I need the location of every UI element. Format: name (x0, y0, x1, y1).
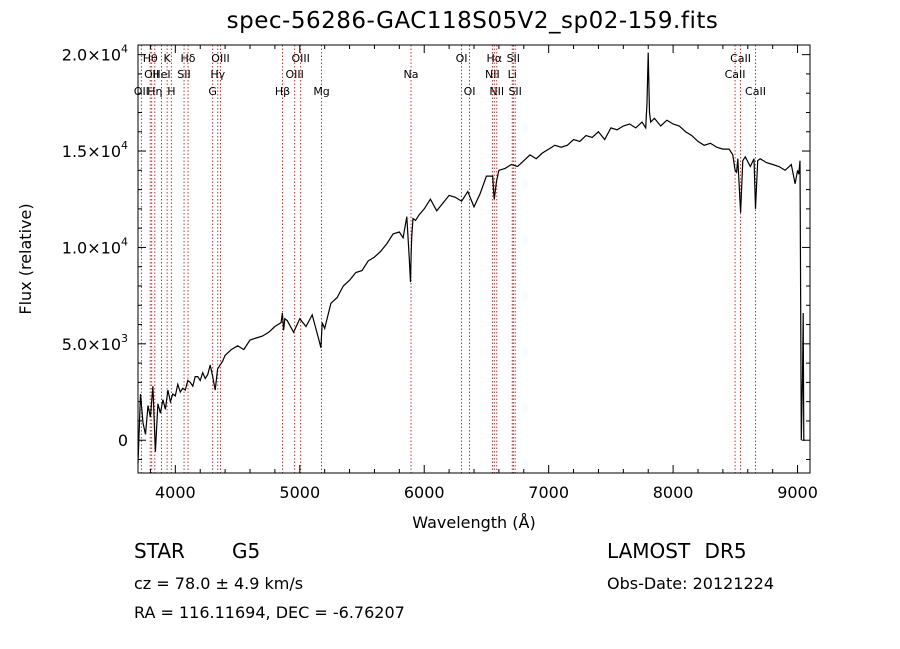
x-tick-label: 5000 (279, 483, 320, 502)
line-marker-label: SII (507, 52, 520, 65)
line-marker-label: Hη (147, 85, 162, 98)
line-marker-label: OI (464, 85, 476, 98)
line-marker-label: OIII (291, 52, 309, 65)
line-marker-labels: OIIHθOIIHηHeIKHSIIHδGHγOIIIHβOIIIOIIIMgN… (134, 52, 766, 98)
x-tick-label: 4000 (155, 483, 196, 502)
survey-name: LAMOST DR5 (607, 539, 747, 563)
line-markers (140, 45, 756, 473)
line-marker-label: Mg (313, 85, 329, 98)
line-marker-label: SII (508, 85, 521, 98)
line-marker-label: Hδ (181, 52, 196, 65)
y-tick-label: 1.0×104 (62, 235, 128, 257)
line-marker-label: OIII (211, 52, 229, 65)
line-marker-label: Li (508, 68, 517, 81)
x-tick-label: 8000 (653, 483, 694, 502)
line-marker-label: G (208, 85, 217, 98)
object-class: STAR (134, 539, 185, 563)
x-ticks: 4000 5000 6000 7000 8000 9000 (149, 45, 818, 502)
x-tick-label: 6000 (404, 483, 445, 502)
observation-date: Obs-Date: 20121224 (607, 574, 775, 593)
line-marker-label: Hα (487, 52, 503, 65)
line-marker-label: OIII (285, 68, 303, 81)
object-subclass: G5 (232, 539, 261, 563)
coordinates: RA = 116.11694, DEC = -6.76207 (134, 603, 405, 622)
y-axis-label: Flux (relative) (16, 203, 35, 314)
redshift-velocity: cz = 78.0 ± 4.9 km/s (134, 574, 304, 593)
x-axis-label: Wavelength (Å) (412, 513, 535, 532)
line-marker-label: H (167, 85, 175, 98)
y-tick-label: 1.5×104 (62, 139, 128, 161)
line-marker-label: Hβ (275, 85, 290, 98)
line-marker-label: NII (489, 85, 504, 98)
spectrum-line (137, 52, 805, 464)
x-tick-label: 7000 (528, 483, 569, 502)
line-marker-label: NII (485, 68, 500, 81)
line-marker-label: CaII (730, 52, 751, 65)
line-marker-label: OI (456, 52, 468, 65)
x-tick-label: 9000 (777, 483, 818, 502)
line-marker-label: Hγ (210, 68, 225, 81)
y-tick-label: 0 (118, 431, 128, 450)
plot-frame (137, 44, 811, 474)
line-marker-label: CaII (725, 68, 746, 81)
chart-title: spec-56286-GAC118S05V2_sp02-159.fits (226, 8, 719, 34)
line-marker-label: Hθ (143, 52, 158, 65)
line-marker-label: K (164, 52, 172, 65)
object-class-line: STAR G5 (134, 539, 260, 563)
y-tick-label: 2.0×104 (62, 43, 128, 65)
line-marker-label: SII (177, 68, 190, 81)
y-ticks: 0 5.0×103 1.0×104 1.5×104 2.0×104 (62, 43, 810, 461)
line-marker-label: CaII (745, 85, 766, 98)
line-marker-label: OII (144, 68, 159, 81)
line-marker-label: Na (404, 68, 419, 81)
y-tick-label: 5.0×103 (62, 332, 128, 354)
line-marker-label: HeI (152, 68, 170, 81)
